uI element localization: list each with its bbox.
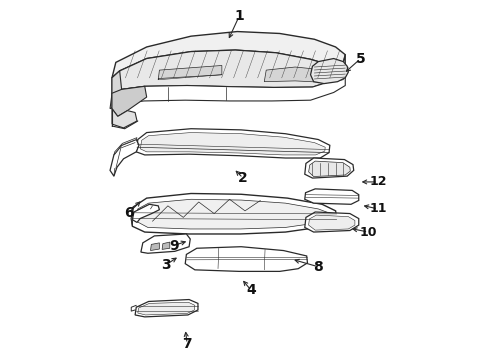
Polygon shape <box>112 86 147 116</box>
Text: 9: 9 <box>169 239 178 253</box>
Text: 7: 7 <box>182 337 192 351</box>
Polygon shape <box>158 66 222 80</box>
Polygon shape <box>135 300 198 317</box>
Text: 10: 10 <box>360 226 377 239</box>
Text: 12: 12 <box>369 175 387 188</box>
Polygon shape <box>136 199 331 229</box>
Polygon shape <box>150 243 159 251</box>
Polygon shape <box>110 140 139 176</box>
Polygon shape <box>112 50 345 94</box>
Polygon shape <box>309 215 355 230</box>
Text: 2: 2 <box>238 171 248 185</box>
Polygon shape <box>110 72 345 109</box>
Text: 11: 11 <box>369 202 387 215</box>
Polygon shape <box>309 161 350 176</box>
Polygon shape <box>132 204 159 222</box>
Polygon shape <box>141 234 190 253</box>
Polygon shape <box>305 189 359 204</box>
Polygon shape <box>131 193 337 234</box>
Polygon shape <box>131 207 133 226</box>
Polygon shape <box>114 138 137 155</box>
Text: 4: 4 <box>246 283 256 297</box>
Polygon shape <box>136 129 330 158</box>
Polygon shape <box>112 32 345 78</box>
Polygon shape <box>162 242 170 249</box>
Polygon shape <box>311 59 348 84</box>
Polygon shape <box>138 302 195 315</box>
Polygon shape <box>185 247 307 271</box>
Text: 5: 5 <box>356 51 366 66</box>
Polygon shape <box>305 212 359 232</box>
Polygon shape <box>112 71 122 109</box>
Text: 8: 8 <box>314 260 323 274</box>
Text: 6: 6 <box>124 206 133 220</box>
Polygon shape <box>264 67 343 82</box>
Polygon shape <box>112 109 137 128</box>
Polygon shape <box>140 132 325 155</box>
Text: 1: 1 <box>234 9 244 23</box>
Polygon shape <box>305 158 354 178</box>
Text: 3: 3 <box>161 258 171 272</box>
